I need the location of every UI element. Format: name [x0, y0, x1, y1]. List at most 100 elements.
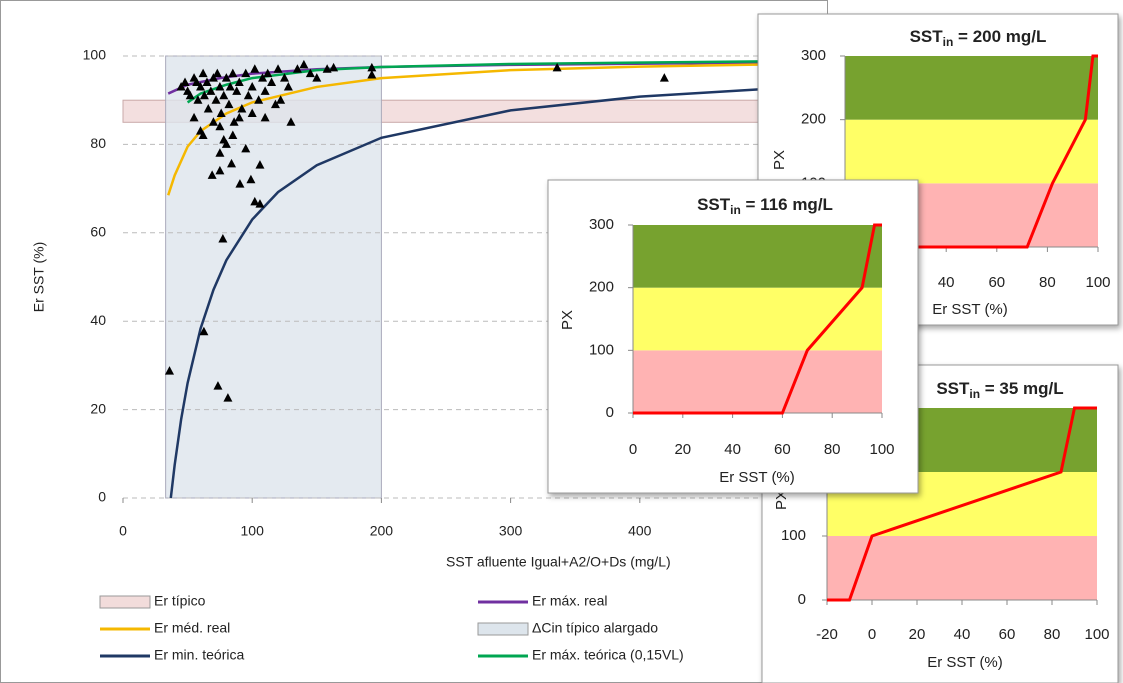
legend: Er típico Er máx. real Er méd. real ΔCin tí… — [99, 593, 684, 663]
title-part: = 35 mg/L — [980, 379, 1064, 398]
legend-label: Er méd. real — [154, 620, 230, 636]
scatter-point — [270, 99, 280, 109]
scatter-point — [185, 90, 195, 100]
scatter-point — [283, 81, 293, 91]
scatter-point — [196, 81, 206, 91]
x-axis-label: Er SST (%) — [719, 469, 795, 486]
x-tick-label: 0 — [868, 626, 876, 643]
legend-swatch — [99, 595, 151, 609]
zone — [845, 119, 1098, 184]
x-tick-label: 200 — [370, 523, 394, 539]
x-tick-label: 60 — [999, 626, 1016, 643]
scatter-point — [235, 179, 245, 188]
scatter-point — [247, 81, 257, 91]
zone — [633, 225, 882, 288]
scatter-point — [234, 112, 244, 122]
scatter-point — [228, 68, 238, 78]
title-part: SST — [936, 379, 970, 398]
x-tick-label: -20 — [816, 626, 838, 643]
scatter-point — [552, 62, 562, 72]
scatter-point — [165, 366, 175, 375]
scatter-point — [228, 130, 238, 140]
y-tick-label: 0 — [606, 404, 614, 421]
y-tick-label: 80 — [90, 135, 106, 151]
band — [165, 55, 382, 499]
scatter-point — [247, 108, 257, 117]
legend-label: Er típico — [154, 593, 206, 609]
scatter-point — [246, 174, 256, 184]
zone — [827, 536, 1097, 600]
y-tick-label: 100 — [781, 527, 806, 544]
title-part: in — [943, 35, 954, 49]
scatter-point — [221, 73, 231, 82]
x-axis-label: Er SST (%) — [932, 301, 1008, 318]
x-tick-label: 40 — [938, 274, 955, 291]
legend-swatch — [477, 622, 529, 636]
scatter-point — [176, 81, 186, 91]
scatter-point — [280, 73, 289, 82]
scatter-point — [329, 62, 339, 72]
scatter-point — [180, 77, 190, 87]
scatter-point — [267, 77, 277, 87]
scatter-point — [286, 117, 296, 126]
x-tick-label: 20 — [674, 441, 691, 458]
scatter-point — [229, 117, 239, 126]
y-axis-label: PX — [773, 490, 790, 510]
scatter-point — [273, 64, 283, 73]
scatter-point — [202, 77, 212, 87]
title-part: SST — [910, 27, 944, 46]
x-tick-label: 0 — [119, 523, 127, 539]
scatter-point — [234, 77, 244, 87]
scatter-point — [263, 68, 273, 78]
scatter-point — [367, 62, 377, 72]
scatter-point — [255, 199, 265, 208]
scatter-point — [367, 70, 377, 79]
zone — [845, 56, 1098, 120]
title-part: = 116 mg/L — [741, 195, 833, 214]
data-line — [633, 223, 882, 415]
scatter-point — [221, 139, 231, 148]
x-axis-label: Er SST (%) — [927, 654, 1003, 671]
title-part: in — [969, 387, 980, 401]
scatter-point — [299, 59, 309, 69]
scatter-point — [213, 381, 223, 390]
y-tick-label: 40 — [90, 312, 106, 328]
scatter-point — [292, 64, 302, 73]
legend-label: Er min. teórica — [154, 647, 244, 663]
scatter-point — [276, 95, 286, 104]
chart-title: SSTin = 116 mg/L — [697, 195, 833, 217]
scatter-point — [199, 90, 209, 100]
y-tick-label: 100 — [83, 47, 107, 63]
scatter-point — [243, 90, 253, 100]
chart-title: SSTin = 35 mg/L — [936, 379, 1063, 401]
x-tick-label: 100 — [869, 441, 894, 458]
y-tick-label: 300 — [589, 216, 614, 233]
y-axis-label: PX — [559, 310, 576, 330]
scatter-point — [219, 90, 229, 100]
scatter-point — [659, 73, 669, 82]
scatter-point — [211, 95, 221, 104]
scatter-point — [260, 112, 270, 122]
scatter-point — [206, 86, 216, 95]
title-part: in — [730, 203, 741, 217]
y-tick-label: 0 — [98, 489, 106, 505]
title-part: SST — [697, 195, 731, 214]
scatter-point — [255, 160, 265, 169]
scatter-point — [305, 68, 315, 78]
x-tick-label: 300 — [499, 523, 523, 539]
x-tick-label: 20 — [909, 626, 926, 643]
y-axis-label: Er SST (%) — [31, 242, 47, 313]
scatter-point — [198, 68, 208, 78]
data-line — [845, 54, 1098, 249]
scatter-point — [322, 64, 332, 73]
scatter-point — [223, 393, 233, 402]
scatter-point — [215, 148, 225, 157]
scatter-point — [208, 73, 218, 82]
scatter-point — [232, 86, 242, 95]
y-tick-label: 20 — [90, 400, 106, 416]
legend-label: ΔCin típico alargado — [532, 620, 658, 636]
zone — [633, 350, 882, 413]
scatter-point — [215, 165, 225, 175]
scatter-point — [227, 158, 237, 168]
